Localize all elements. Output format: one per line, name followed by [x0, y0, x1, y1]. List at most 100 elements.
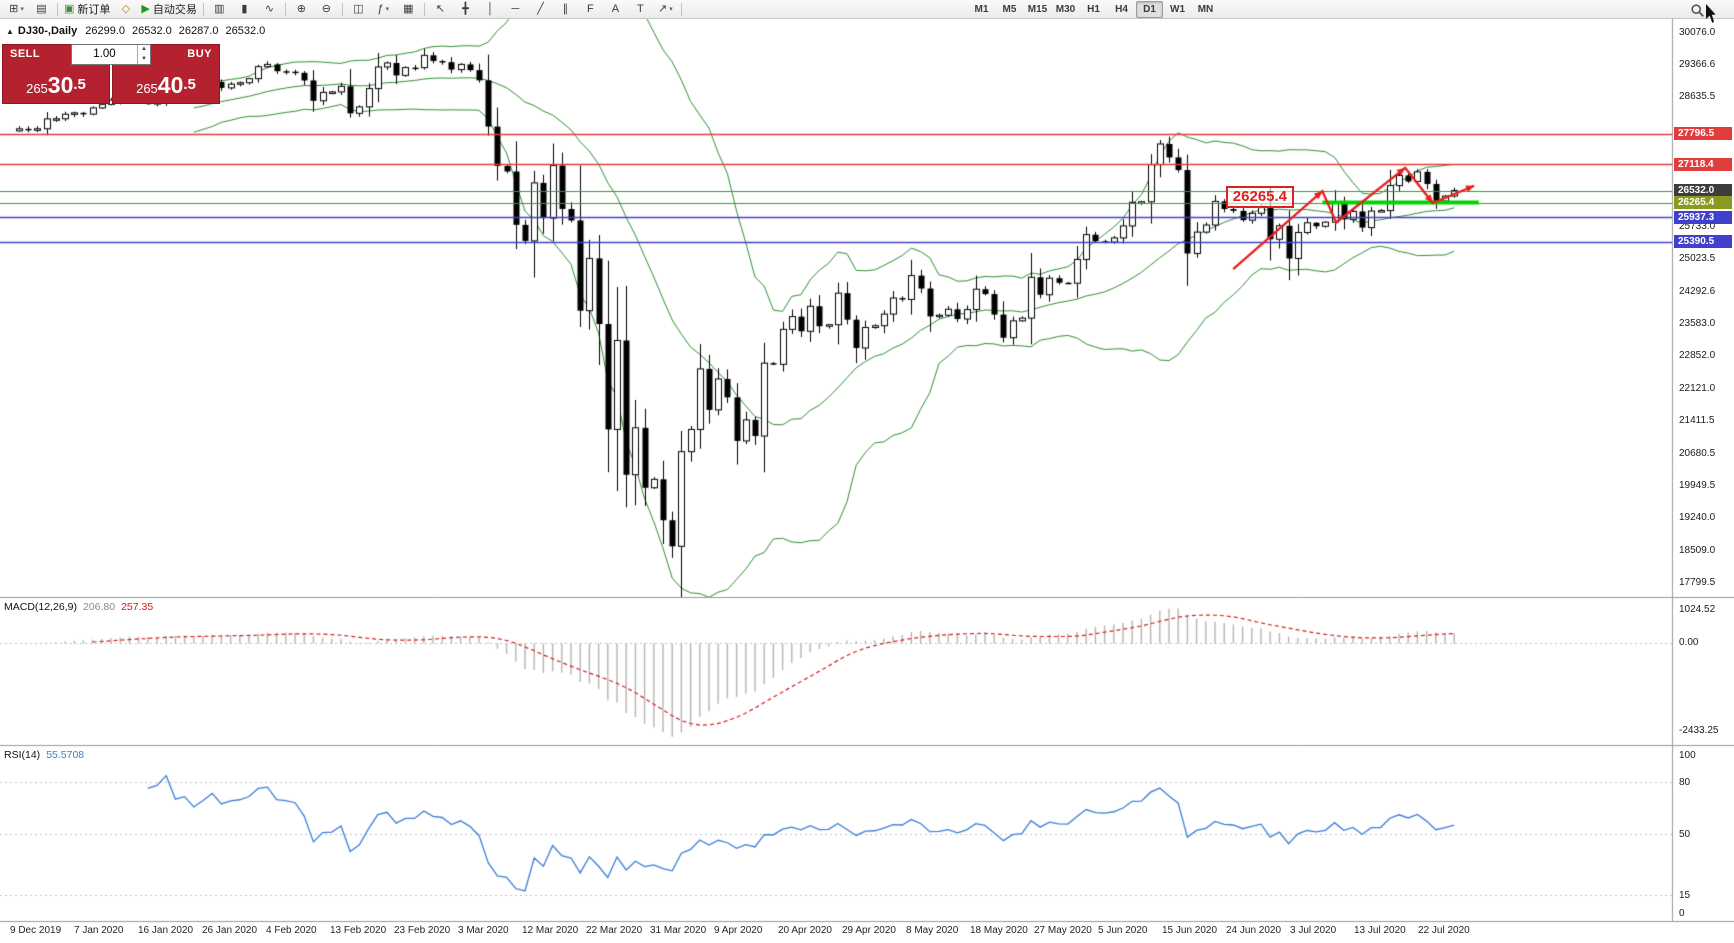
price-axis-label: 23583.0	[1679, 317, 1716, 329]
timeframe-w1-button[interactable]: W1	[1170, 4, 1185, 15]
date-axis-label: 3 Jul 2020	[1290, 925, 1337, 936]
crosshair-button[interactable]: ╋	[462, 2, 469, 15]
price-axis-label: 22852.0	[1679, 350, 1716, 362]
price-axis-label: 19949.5	[1679, 480, 1716, 492]
channel-button[interactable]: ∥	[562, 2, 569, 15]
trendline-button[interactable]: ╱	[537, 2, 544, 15]
date-axis-label: 22 Mar 2020	[586, 925, 643, 936]
price-tag: 25390.5	[1674, 235, 1732, 249]
fibonacci-button[interactable]: F	[587, 2, 594, 15]
date-axis-label: 23 Feb 2020	[394, 925, 451, 936]
label-button[interactable]: T	[637, 2, 644, 15]
date-axis-label: 29 Apr 2020	[842, 925, 896, 936]
date-axis-label: 8 May 2020	[906, 925, 959, 936]
horizontal-line-button[interactable]: ─	[511, 2, 520, 15]
bar-chart-button[interactable]: ▥	[214, 2, 225, 15]
macd-axis-label: 0.00	[1679, 637, 1699, 649]
volume-value: 1.00	[93, 48, 116, 60]
new-order-button[interactable]: ▣ 新订单	[64, 2, 111, 16]
one-click-collapse-icon[interactable]: ▲	[6, 26, 14, 36]
timeframe-toolbar: M1 M5 M15 M30 H1 H4 D1 W1 MN	[968, 1, 1220, 18]
rsi-axis-label: 15	[1679, 889, 1691, 901]
zoom-out-button[interactable]: ⊖	[321, 2, 331, 15]
date-axis-label: 9 Apr 2020	[714, 925, 763, 936]
macd-name: MACD(12,26,9)	[4, 601, 77, 613]
timeframe-d1-button[interactable]: D1	[1136, 1, 1163, 18]
price-axis-label: 25733.0	[1679, 221, 1716, 233]
price-tag: 25937.3	[1674, 210, 1732, 224]
macd-value-main: 206.80	[82, 601, 116, 613]
rsi-axis-label: 50	[1679, 829, 1691, 840]
tile-windows-button[interactable]: ◫	[353, 2, 364, 15]
cursor-button[interactable]: ↖	[435, 2, 445, 15]
toolbar-separator	[284, 2, 286, 16]
candlestick-chart-button[interactable]: ▮	[241, 2, 248, 15]
date-axis-label: 15 Jun 2020	[1162, 925, 1218, 936]
price-axis-label: 28635.5	[1679, 91, 1716, 103]
ohlc-high: 26532.0	[132, 25, 172, 37]
rsi-value: 55.5708	[46, 749, 85, 761]
ohlc-close: 26532.0	[225, 25, 266, 37]
macd-axis-label: -2433.25	[1679, 725, 1719, 736]
price-tag: 26265.4	[1674, 196, 1732, 210]
price-axis-label: 19240.0	[1679, 512, 1716, 524]
timeframe-m1-button[interactable]: M1	[974, 4, 989, 15]
timeframe-mn-button[interactable]: MN	[1197, 4, 1214, 15]
price-axis-label: 18509.0	[1679, 545, 1716, 557]
timeframe-m5-button[interactable]: M5	[1002, 4, 1017, 15]
date-axis-label: 24 Jun 2020	[1226, 925, 1282, 936]
volume-down-button[interactable]: ▼	[141, 55, 147, 62]
toolbar-separator	[423, 2, 425, 16]
price-tag: 27118.4	[1674, 157, 1732, 171]
timeframe-m30-button[interactable]: M30	[1055, 4, 1076, 15]
volume-input[interactable]: 1.00 ▲ ▼	[71, 44, 151, 65]
search-icon[interactable]	[1685, 1, 1710, 19]
profiles-button[interactable]: ▤	[36, 2, 47, 15]
rsi-indicator-label: RSI(14) 55.5708	[4, 749, 84, 761]
timeframe-h4-button[interactable]: H4	[1115, 4, 1128, 15]
zoom-in-button[interactable]: ⊕	[296, 2, 306, 15]
date-axis-label: 3 Mar 2020	[458, 925, 509, 936]
date-axis-label: 7 Jan 2020	[74, 925, 124, 936]
buy-price: 26540.5	[136, 72, 196, 98]
timeframe-m15-button[interactable]: M15	[1027, 4, 1048, 15]
volume-stepper: ▲ ▼	[137, 45, 150, 64]
price-axis-label: 21411.5	[1679, 414, 1715, 426]
autotrading-button[interactable]: ▶ 自动交易	[141, 2, 197, 16]
vertical-line-button[interactable]: │	[486, 2, 494, 15]
price-axis-label: 30076.0	[1679, 26, 1716, 38]
toolbar-separator	[680, 2, 682, 16]
toolbar-buttons: ⊞ ▾ ▤ ▣ 新订单 ◇ ▶ 自动交易 ▥ ▮ ∿ ⊕ ⊖ ◫ ƒ ▾ ▦ ↖ ╋ │ ─ ╱ ∥ F A T ↗ ▾	[0, 0, 685, 18]
line-chart-button[interactable]: ∿	[264, 2, 274, 15]
search-icon-glyph	[1691, 3, 1704, 17]
price-axis-label: 25023.5	[1679, 253, 1716, 265]
ohlc-open: 26299.0	[85, 25, 125, 37]
new-chart-button[interactable]: ⊞ ▾	[9, 2, 24, 15]
price-axis-label: 17799.5	[1679, 576, 1716, 588]
arrow-tools-button[interactable]: ↗ ▾	[658, 2, 673, 15]
price-axis-label: 22121.0	[1679, 383, 1716, 395]
buy-label: BUY	[187, 48, 212, 60]
toolbar-separator	[57, 2, 58, 16]
indicators-button[interactable]: ƒ ▾	[377, 2, 390, 15]
volume-up-button[interactable]: ▲	[141, 46, 147, 52]
sell-price: 26530.5	[26, 72, 86, 98]
text-button[interactable]: A	[611, 2, 620, 15]
date-axis-label: 9 Dec 2019	[10, 925, 62, 936]
macd-axis-label: 1024.52	[1679, 604, 1716, 615]
date-axis-label: 4 Feb 2020	[266, 925, 317, 936]
sell-label: SELL	[10, 48, 41, 60]
macd-indicator-label: MACD(12,26,9) 206.80 257.35	[4, 601, 153, 613]
rsi-axis-label: 80	[1679, 776, 1691, 788]
toolbar-separator	[341, 2, 343, 16]
date-axis-label: 26 Jan 2020	[202, 925, 258, 936]
price-axis-label: 20680.5	[1679, 447, 1716, 459]
timeframe-h1-button[interactable]: H1	[1087, 4, 1100, 15]
metaeditor-button[interactable]: ◇	[121, 2, 131, 15]
objects-list-button[interactable]: ▦	[403, 2, 414, 15]
price-annotation-label[interactable]: 26265.4	[1225, 186, 1295, 209]
toolbar-separator	[202, 2, 204, 16]
macd-value-signal: 257.35	[121, 601, 154, 613]
